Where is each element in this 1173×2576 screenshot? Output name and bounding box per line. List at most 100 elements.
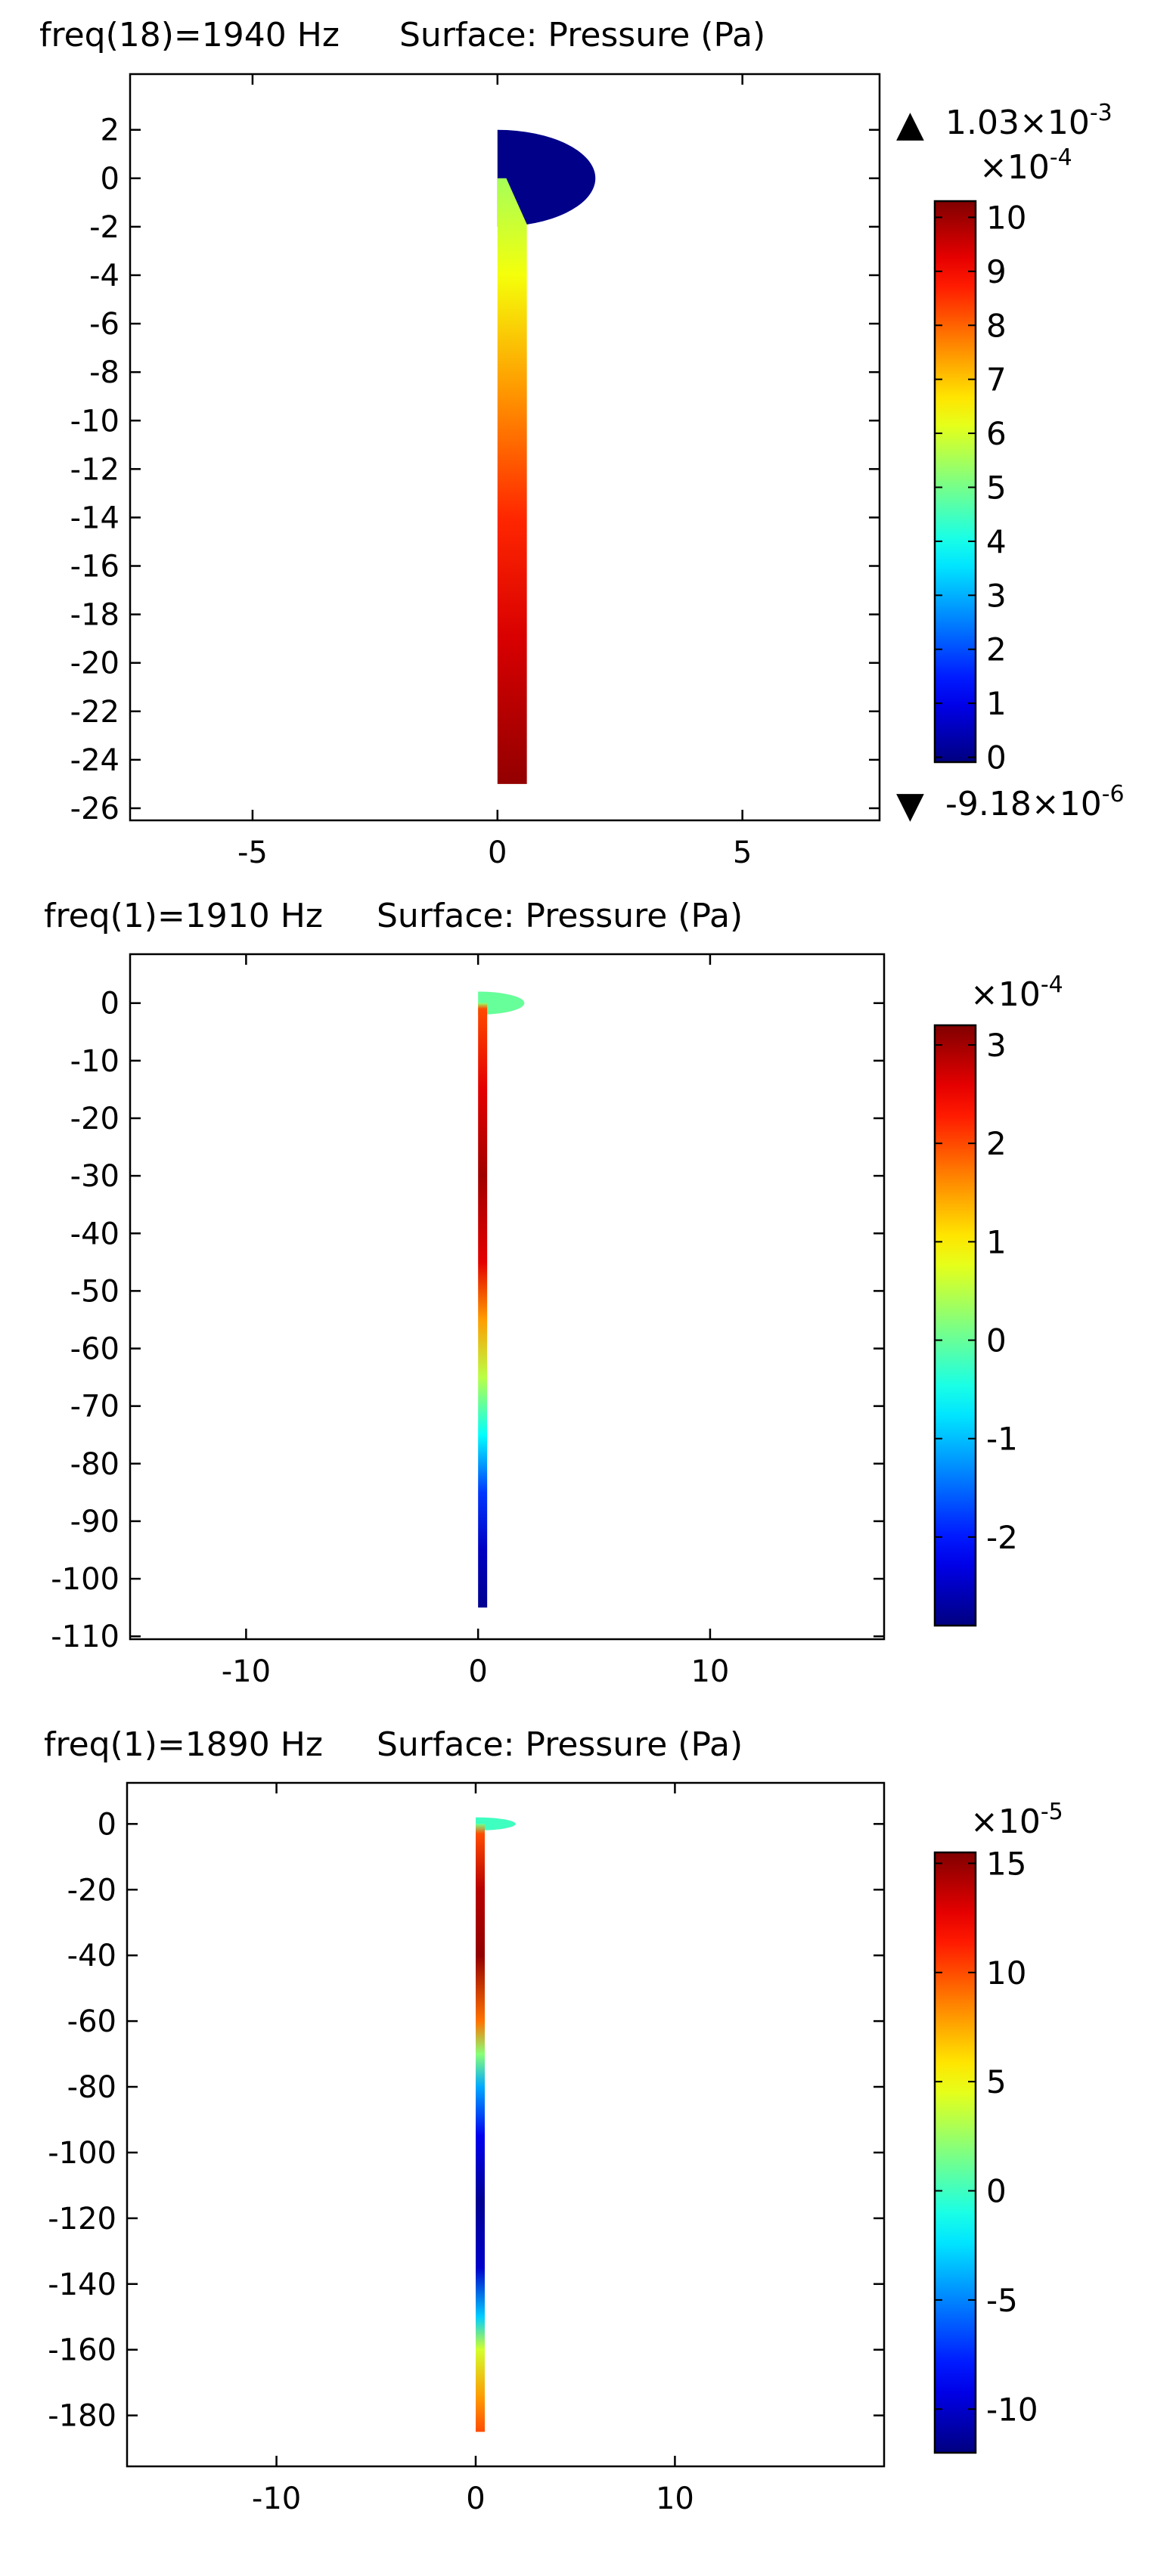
y-tick-label: -8 bbox=[89, 355, 119, 390]
y-tick-label: -90 bbox=[70, 1505, 119, 1539]
y-tick-label: -22 bbox=[70, 695, 119, 730]
x-tick-label: 0 bbox=[466, 2481, 485, 2516]
y-tick-label: -20 bbox=[70, 1102, 119, 1136]
colorbar-tick-label: -5 bbox=[986, 2282, 1018, 2319]
colorbar-tick-label: 5 bbox=[986, 2063, 1007, 2100]
x-tick-label: 5 bbox=[733, 835, 752, 870]
colorbar-tick-label: 3 bbox=[986, 577, 1007, 614]
panel-2-title-left: freq(1)=1910 Hz bbox=[44, 897, 323, 935]
colorbar-tick-label: 2 bbox=[986, 631, 1007, 668]
y-tick-label: -14 bbox=[70, 501, 119, 535]
panel-2-title-right: Surface: Pressure (Pa) bbox=[377, 897, 743, 935]
y-tick-label: -50 bbox=[70, 1274, 119, 1309]
panel-1-colorbar-multiplier: ×10-4 bbox=[979, 144, 1072, 187]
y-tick-label: -120 bbox=[48, 2202, 116, 2237]
y-tick-label: -180 bbox=[48, 2399, 116, 2434]
plot-frame bbox=[129, 953, 886, 1641]
y-tick-label: 2 bbox=[101, 113, 119, 148]
y-tick-label: -10 bbox=[70, 1044, 119, 1079]
colorbar-tick-label: 5 bbox=[986, 469, 1007, 506]
panel-1-title-right: Surface: Pressure (Pa) bbox=[399, 16, 765, 54]
bell-surface bbox=[475, 1817, 516, 1831]
x-tick-label: 0 bbox=[468, 1654, 487, 1689]
bell-surface bbox=[478, 991, 525, 1015]
colorbar-tick-label: 0 bbox=[986, 2173, 1007, 2210]
colorbar-gradient bbox=[933, 1024, 977, 1627]
y-tick-label: 0 bbox=[101, 987, 119, 1021]
colorbar-tick-label: 15 bbox=[986, 1845, 1026, 1882]
colorbar-gradient bbox=[933, 200, 977, 764]
colorbar-tick-label: -10 bbox=[986, 2391, 1038, 2428]
y-tick-label: -80 bbox=[70, 1447, 119, 1482]
bell-surface bbox=[497, 129, 596, 227]
tube-surface bbox=[475, 1824, 485, 2432]
tube-surface bbox=[497, 178, 527, 784]
plot-frame bbox=[126, 1781, 886, 2468]
y-tick-label: -24 bbox=[70, 743, 119, 778]
colorbar-tick-label: 1 bbox=[986, 1223, 1007, 1260]
y-tick-label: -60 bbox=[67, 2004, 116, 2039]
panel-3-title-left: freq(1)=1890 Hz bbox=[44, 1725, 323, 1764]
tube-surface bbox=[478, 1003, 488, 1608]
panel-2-plot: -10 0 100-10-20-30-40-50-60-70-80-90-100-1… bbox=[51, 953, 886, 1689]
panel-3-title-right: Surface: Pressure (Pa) bbox=[377, 1725, 743, 1764]
x-tick-label: -10 bbox=[252, 2481, 301, 2516]
y-tick-label: -40 bbox=[70, 1217, 119, 1251]
panel-1-colorbar-max-indicator-icon: ▲ bbox=[896, 103, 924, 145]
panel-1-title-left: freq(18)=1940 Hz bbox=[39, 16, 340, 54]
colorbar-tick-label: 1 bbox=[986, 685, 1007, 722]
y-tick-label: -100 bbox=[48, 2136, 116, 2171]
colorbar-tick-label: -2 bbox=[986, 1519, 1018, 1556]
panel-2-colorbar: 3 2 1 0 -1 -2 bbox=[933, 1024, 1018, 1627]
panel-1-colorbar-max-label: 1.03×10-3 bbox=[945, 100, 1112, 142]
y-tick-label: -20 bbox=[70, 646, 119, 681]
panel-3-colorbar-multiplier: ×10-5 bbox=[970, 1799, 1063, 1841]
colorbar-tick-label: 7 bbox=[986, 361, 1007, 398]
panel-1-colorbar-min-indicator-icon: ▼ bbox=[896, 784, 924, 826]
y-tick-label: -30 bbox=[70, 1159, 119, 1194]
colorbar-tick-label: 3 bbox=[986, 1027, 1007, 1064]
x-tick-label: 0 bbox=[488, 835, 507, 870]
x-tick-label: 10 bbox=[656, 2481, 694, 2516]
panel-1-colorbar-min-label: -9.18×10-6 bbox=[945, 781, 1125, 823]
y-tick-label: -70 bbox=[70, 1390, 119, 1424]
colorbar-tick-label: 10 bbox=[986, 1954, 1026, 1992]
y-tick-label: -20 bbox=[67, 1873, 116, 1908]
panel-2-colorbar-multiplier: ×10-4 bbox=[970, 972, 1063, 1014]
y-tick-label: -16 bbox=[70, 550, 119, 584]
x-tick-label: 10 bbox=[690, 1654, 729, 1689]
colorbar-tick-label: 6 bbox=[986, 415, 1007, 452]
colorbar-tick-label: 4 bbox=[986, 523, 1007, 560]
y-tick-label: -160 bbox=[48, 2333, 116, 2368]
y-tick-label: -4 bbox=[89, 259, 119, 293]
y-tick-label: 0 bbox=[101, 162, 119, 197]
colorbar-tick-label: 2 bbox=[986, 1125, 1007, 1162]
panel-3-colorbar: 15 10 5 0 -5 -10 bbox=[933, 1845, 1038, 2454]
x-tick-label: -5 bbox=[237, 835, 268, 870]
y-tick-label: -60 bbox=[70, 1332, 119, 1367]
y-tick-label: 0 bbox=[98, 1807, 116, 1842]
panel-2: freq(1)=1910 Hz Surface: Pressure (Pa) -… bbox=[44, 897, 1063, 1689]
panel-1: freq(18)=1940 Hz Surface: Pressure (Pa) … bbox=[39, 16, 1125, 870]
y-tick-label: -40 bbox=[67, 1939, 116, 1973]
colorbar-gradient bbox=[933, 1851, 977, 2454]
colorbar-tick-label: 0 bbox=[986, 739, 1007, 777]
colorbar-tick-label: -1 bbox=[986, 1421, 1018, 1458]
x-tick-label: -10 bbox=[222, 1654, 271, 1689]
panel-1-plot: -5 0 5 2 0 -2 -4 -6 -8 -10 -12 -14 -16 -18 -20 -22 -24 -2… bbox=[70, 73, 881, 870]
colorbar-tick-label: 0 bbox=[986, 1322, 1007, 1359]
colorbar-tick-label: 8 bbox=[986, 307, 1007, 344]
y-tick-label: -140 bbox=[48, 2268, 116, 2302]
colorbar-tick-label: 9 bbox=[986, 253, 1007, 290]
y-tick-label: -100 bbox=[51, 1562, 119, 1597]
y-tick-label: -110 bbox=[51, 1620, 119, 1654]
y-tick-label: -12 bbox=[70, 452, 119, 487]
y-tick-label: -2 bbox=[89, 210, 119, 245]
y-tick-label: -80 bbox=[67, 2070, 116, 2105]
y-tick-label: -10 bbox=[70, 404, 119, 439]
y-tick-label: -6 bbox=[89, 307, 119, 342]
colorbar-tick-label: 10 bbox=[986, 199, 1026, 236]
panel-3: freq(1)=1890 Hz Surface: Pressure (Pa) -… bbox=[44, 1725, 1063, 2516]
